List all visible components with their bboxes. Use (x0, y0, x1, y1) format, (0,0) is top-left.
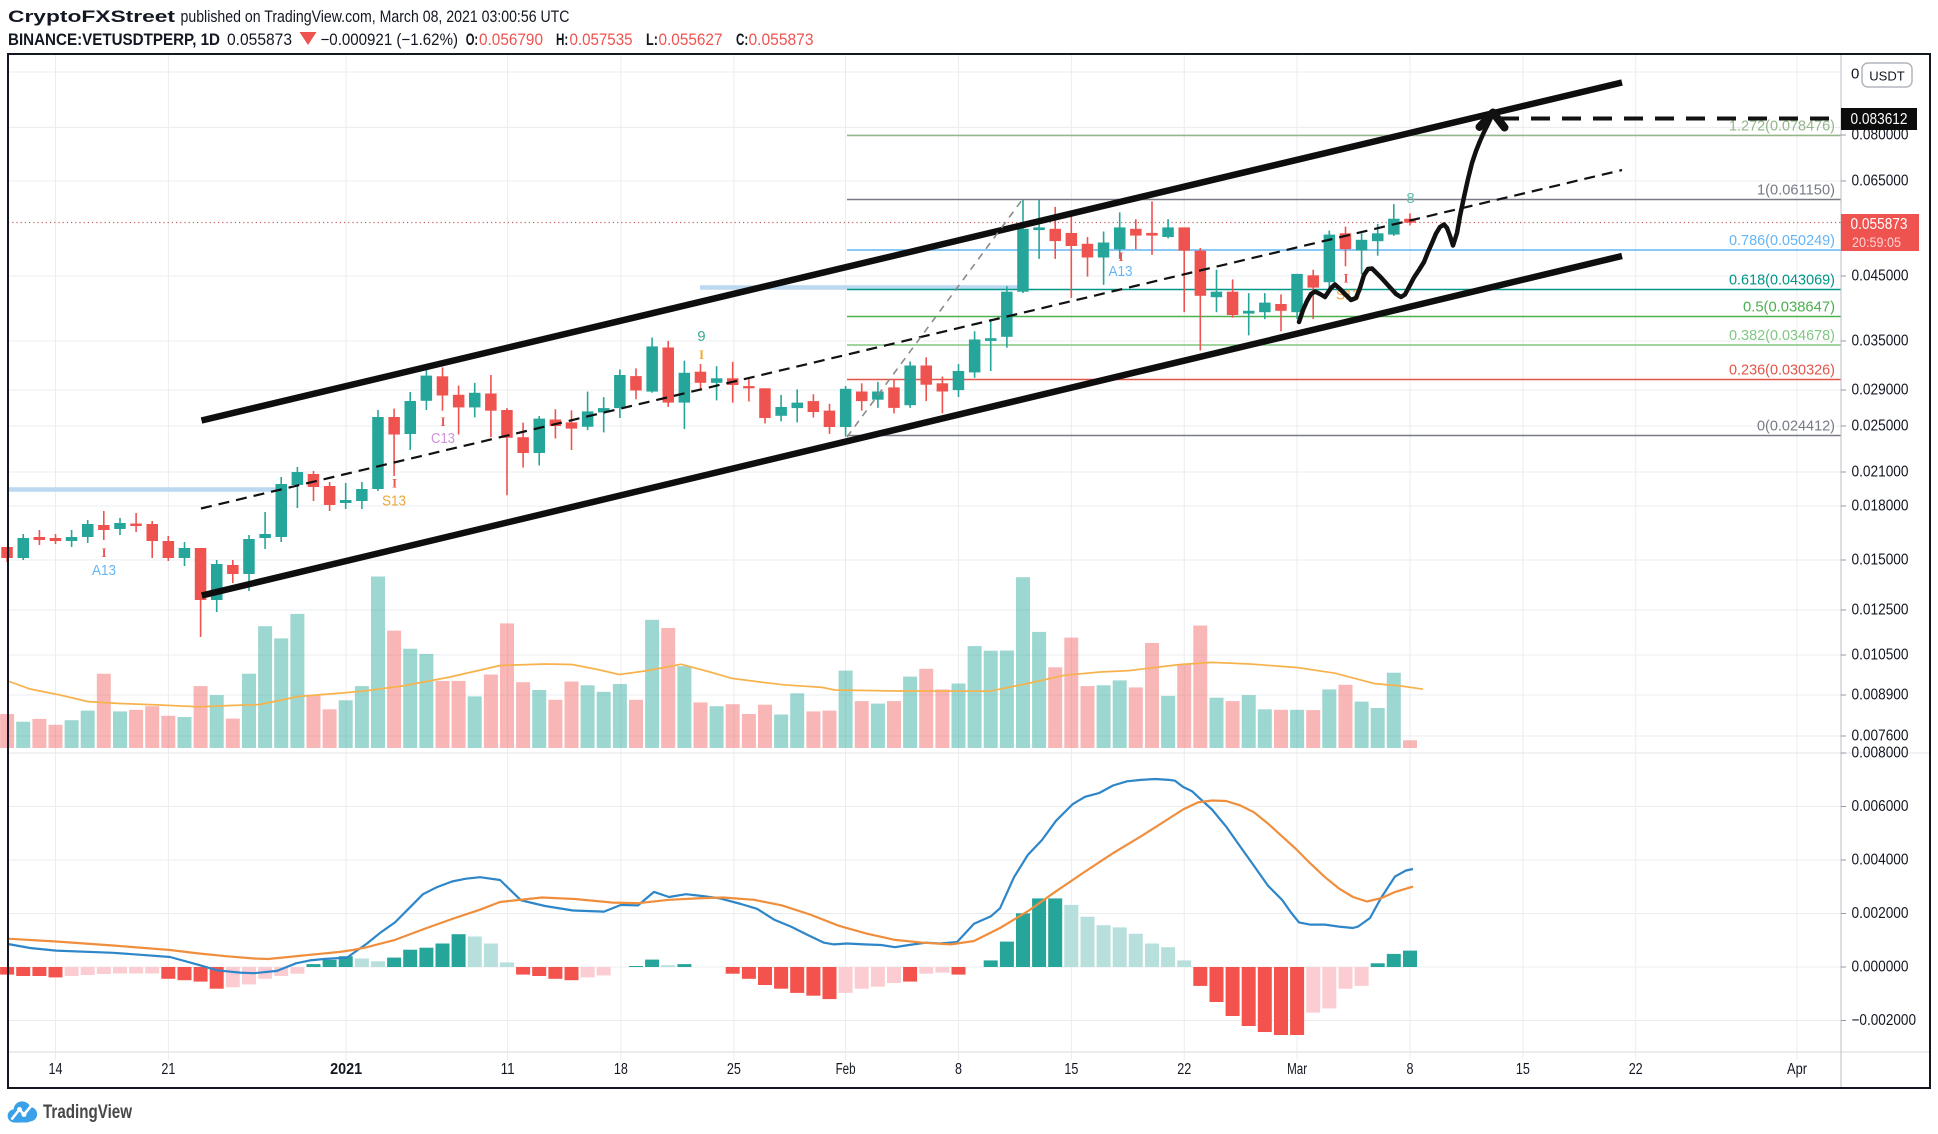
svg-text:I: I (1119, 250, 1124, 264)
svg-text:C:: C: (736, 31, 748, 49)
svg-text:C13: C13 (431, 430, 455, 447)
svg-text:15: 15 (1516, 1061, 1530, 1078)
svg-text:15: 15 (1064, 1061, 1078, 1078)
svg-text:I: I (699, 348, 704, 362)
svg-text:0.029000: 0.029000 (1852, 382, 1909, 399)
svg-text:0.008900: 0.008900 (1852, 687, 1909, 704)
svg-text:Apr: Apr (1787, 1061, 1807, 1078)
svg-text:H:: H: (556, 31, 568, 49)
svg-text:0.010500: 0.010500 (1852, 647, 1909, 664)
svg-text:0.008000: 0.008000 (1852, 745, 1909, 762)
svg-text:BINANCE:VETUSDTPERP, 1D: BINANCE:VETUSDTPERP, 1D (8, 31, 220, 49)
svg-text:O:: O: (466, 31, 479, 49)
svg-text:8: 8 (955, 1061, 962, 1078)
svg-text:I: I (102, 546, 107, 560)
svg-text:22: 22 (1629, 1061, 1643, 1078)
svg-text:0.007600: 0.007600 (1852, 728, 1909, 745)
svg-text:2021: 2021 (330, 1061, 362, 1078)
svg-text:CryptoFXStreet: CryptoFXStreet (8, 8, 176, 26)
svg-text:0.012500: 0.012500 (1852, 602, 1909, 619)
svg-text:0.018000: 0.018000 (1852, 498, 1909, 515)
svg-text:20:59:05: 20:59:05 (1852, 235, 1901, 250)
svg-text:14: 14 (49, 1061, 63, 1078)
svg-text:0: 0 (1851, 66, 1859, 83)
svg-text:11: 11 (501, 1061, 515, 1078)
svg-text:0.025000: 0.025000 (1852, 418, 1909, 435)
svg-text:0.065000: 0.065000 (1852, 173, 1909, 190)
svg-text:0.002000: 0.002000 (1852, 905, 1909, 922)
svg-text:A13: A13 (1109, 263, 1133, 280)
svg-text:0.786(0.050249): 0.786(0.050249) (1729, 232, 1835, 249)
svg-text:0.000000: 0.000000 (1852, 959, 1909, 976)
svg-text:0.5(0.038647): 0.5(0.038647) (1743, 298, 1835, 315)
svg-text:I: I (392, 477, 397, 491)
svg-text:0(0.024412): 0(0.024412) (1757, 417, 1835, 434)
svg-text:1.272(0.078476): 1.272(0.078476) (1729, 117, 1835, 134)
svg-text:25: 25 (727, 1061, 741, 1078)
svg-text:0.382(0.034678): 0.382(0.034678) (1729, 327, 1835, 344)
svg-text:21: 21 (161, 1061, 175, 1078)
svg-text:TradingView: TradingView (43, 1102, 132, 1123)
svg-text:1(0.061150): 1(0.061150) (1757, 181, 1835, 198)
svg-text:0.045000: 0.045000 (1852, 268, 1909, 285)
svg-text:−0.002000: −0.002000 (1852, 1012, 1917, 1029)
svg-text:18: 18 (614, 1061, 628, 1078)
svg-text:0.618(0.043069): 0.618(0.043069) (1729, 271, 1835, 288)
svg-text:0.055873: 0.055873 (749, 31, 814, 49)
svg-text:Feb: Feb (836, 1061, 856, 1078)
svg-text:9: 9 (697, 328, 705, 345)
svg-text:0.080000: 0.080000 (1852, 127, 1909, 144)
svg-text:8: 8 (1406, 190, 1414, 207)
svg-text:0.021000: 0.021000 (1852, 464, 1909, 481)
svg-text:0.004000: 0.004000 (1852, 852, 1909, 869)
svg-text:published on TradingView.com,: published on TradingView.com, March 08, … (181, 8, 570, 26)
svg-text:I: I (1344, 272, 1349, 286)
svg-text:−0.000921 (−1.62%): −0.000921 (−1.62%) (321, 31, 459, 49)
svg-text:A13: A13 (92, 562, 116, 579)
svg-text:0.057535: 0.057535 (570, 31, 633, 49)
svg-text:0.055873: 0.055873 (227, 31, 292, 49)
svg-text:0.035000: 0.035000 (1852, 333, 1909, 350)
svg-text:I: I (441, 415, 446, 429)
svg-text:0.236(0.030326): 0.236(0.030326) (1729, 361, 1835, 378)
svg-text:0.006000: 0.006000 (1852, 798, 1909, 815)
svg-text:0.056790: 0.056790 (479, 31, 543, 49)
svg-text:L:: L: (646, 31, 658, 49)
svg-text:0.055873: 0.055873 (1851, 216, 1908, 233)
svg-text:Mar: Mar (1287, 1061, 1307, 1078)
svg-text:0.055627: 0.055627 (659, 31, 723, 49)
svg-text:0.015000: 0.015000 (1852, 552, 1909, 569)
svg-text:USDT: USDT (1869, 69, 1905, 84)
svg-text:0.083612: 0.083612 (1851, 111, 1908, 128)
svg-text:8: 8 (1407, 1061, 1414, 1078)
svg-text:S13: S13 (382, 492, 406, 509)
svg-text:22: 22 (1177, 1061, 1191, 1078)
